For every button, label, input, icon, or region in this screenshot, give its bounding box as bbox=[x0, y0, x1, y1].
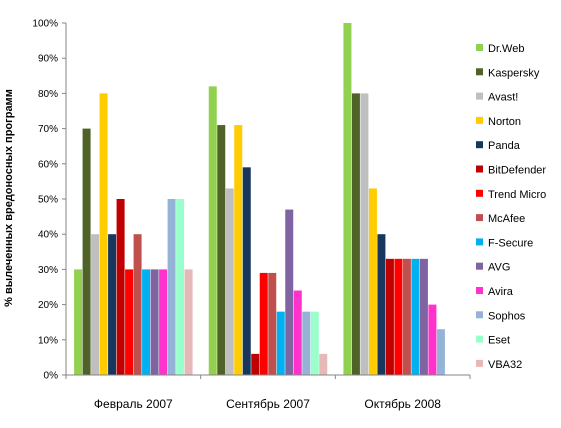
legend-swatch bbox=[476, 214, 483, 222]
bar bbox=[208, 86, 217, 376]
bar bbox=[99, 93, 108, 376]
y-tick-label: 60% bbox=[38, 159, 58, 170]
legend-swatch bbox=[476, 165, 483, 173]
bar bbox=[142, 269, 151, 375]
bar bbox=[319, 353, 328, 375]
x-category-label: Февраль 2007 bbox=[94, 397, 173, 411]
bar bbox=[385, 258, 394, 375]
y-tick-label: 40% bbox=[38, 230, 58, 241]
legend-swatch bbox=[476, 44, 483, 51]
bar bbox=[251, 353, 260, 375]
legend-swatch bbox=[476, 287, 483, 294]
bar bbox=[360, 93, 369, 376]
y-axis-label: % вылеченных вредоносных программ bbox=[3, 89, 15, 307]
bar bbox=[82, 128, 91, 375]
bar bbox=[91, 234, 100, 375]
legend-label: Kaspersky bbox=[488, 67, 540, 79]
axes bbox=[65, 23, 471, 379]
legend-swatch bbox=[476, 262, 483, 270]
bar bbox=[419, 258, 428, 375]
legend-label: BitDefender bbox=[488, 165, 546, 177]
legend-swatch bbox=[476, 359, 483, 367]
bar bbox=[116, 199, 125, 375]
bar bbox=[377, 234, 386, 375]
x-axis-categories: Февраль 2007 Сентябрь 2007 Октябрь 2008 bbox=[94, 397, 441, 411]
bar bbox=[402, 258, 411, 375]
y-tick-label: 30% bbox=[38, 265, 58, 276]
y-tick-label: 70% bbox=[38, 124, 58, 135]
bar bbox=[285, 209, 294, 375]
legend-label: F-Secure bbox=[488, 237, 533, 249]
bar bbox=[125, 269, 134, 375]
bar bbox=[368, 188, 377, 375]
legend-label: McAfee bbox=[488, 213, 525, 225]
bar bbox=[428, 304, 437, 375]
legend-label: AVG bbox=[488, 262, 510, 274]
bar bbox=[225, 188, 234, 375]
legend-swatch bbox=[476, 68, 483, 76]
legend-swatch bbox=[476, 92, 483, 100]
legend-label: Trend Micro bbox=[488, 189, 546, 201]
bar bbox=[159, 269, 168, 375]
y-tick-label: 0% bbox=[44, 371, 59, 382]
y-tick-label: 90% bbox=[38, 54, 58, 65]
bar bbox=[276, 311, 285, 375]
bar bbox=[242, 167, 251, 375]
bar bbox=[351, 93, 360, 376]
legend-swatch bbox=[476, 335, 483, 343]
legend-swatch bbox=[476, 189, 483, 197]
legend-swatch bbox=[476, 141, 483, 149]
legend-label: Dr.Web bbox=[488, 43, 524, 55]
bar bbox=[394, 258, 403, 375]
bar bbox=[259, 272, 268, 375]
bar bbox=[436, 329, 445, 375]
legend-swatch bbox=[476, 238, 483, 246]
y-axis-ticks: 0% 10% 20% 30% 40% 50% 60% 70% 80% 90% 100% bbox=[32, 19, 66, 382]
y-tick-label: 80% bbox=[38, 89, 58, 100]
bar bbox=[293, 290, 302, 375]
bar bbox=[234, 125, 243, 375]
y-tick-label: 50% bbox=[38, 195, 58, 206]
bar bbox=[108, 234, 117, 375]
y-tick-label: 100% bbox=[32, 19, 58, 30]
legend-label: Norton bbox=[488, 116, 521, 128]
legend-label: Panda bbox=[488, 140, 521, 152]
legend-label: VBA32 bbox=[488, 359, 522, 371]
bar bbox=[310, 311, 319, 375]
bar bbox=[150, 269, 159, 375]
bar bbox=[176, 199, 185, 375]
bar bbox=[411, 258, 420, 375]
bar bbox=[343, 23, 352, 375]
legend-label: Avast! bbox=[488, 92, 518, 104]
y-tick-label: 10% bbox=[38, 335, 58, 346]
legend-label: Avira bbox=[488, 286, 514, 298]
legend-label: Eset bbox=[488, 335, 510, 347]
legend-swatch bbox=[476, 116, 483, 124]
bar bbox=[217, 125, 226, 375]
bar bbox=[302, 311, 311, 375]
legend: Dr.Web Kaspersky Avast! Norton Panda BitDefen… bbox=[476, 43, 546, 371]
bar bbox=[74, 269, 83, 375]
x-category-label: Сентябрь 2007 bbox=[226, 397, 310, 411]
bar bbox=[268, 272, 277, 375]
bar bbox=[167, 199, 176, 375]
legend-label: Sophos bbox=[488, 310, 526, 322]
bar bbox=[184, 269, 193, 375]
x-category-label: Октябрь 2008 bbox=[364, 397, 441, 411]
y-tick-label: 20% bbox=[38, 300, 58, 311]
legend-swatch bbox=[476, 311, 483, 319]
bar bbox=[133, 234, 142, 375]
bars bbox=[74, 23, 445, 376]
